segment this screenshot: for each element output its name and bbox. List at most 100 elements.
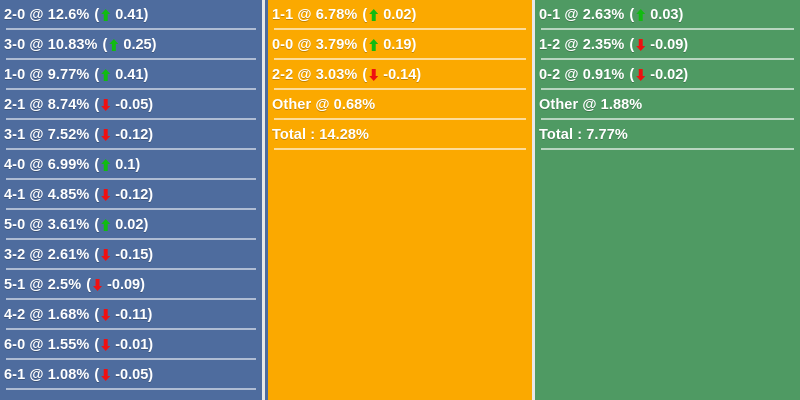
arrow-down-icon [636, 39, 646, 51]
delta-open-paren: ( [94, 187, 100, 203]
score-row[interactable]: Other @ 0.68% [272, 90, 528, 120]
total-row[interactable]: Total : 14.28% [272, 120, 528, 150]
delta-group: (0.41) [94, 7, 148, 23]
score-label: 0-2 @ 0.91% [539, 67, 625, 83]
delta-value: -0.09 [650, 37, 684, 53]
delta-value: 0.25 [123, 37, 152, 53]
score-label: 3-0 @ 10.83% [4, 37, 98, 53]
arrow-up-icon [101, 219, 111, 231]
delta-close-paren: ) [140, 277, 145, 293]
arrow-up-icon [369, 9, 379, 21]
column-divider-right [532, 0, 536, 400]
score-row[interactable]: 5-0 @ 3.61%(0.02) [4, 210, 258, 240]
delta-close-paren: ) [143, 7, 149, 23]
delta-open-paren: ( [86, 277, 92, 293]
delta-open-paren: ( [629, 37, 635, 53]
delta-group: (-0.09) [629, 37, 688, 53]
delta-group: (-0.11) [94, 307, 152, 323]
delta-group: (0.25) [103, 37, 157, 53]
delta-value: -0.14 [383, 67, 417, 83]
arrow-down-icon [101, 189, 111, 201]
arrow-up-icon [101, 69, 111, 81]
score-label: 5-0 @ 3.61% [4, 217, 90, 233]
delta-open-paren: ( [94, 217, 100, 233]
score-row[interactable]: 6-1 @ 1.08%(-0.05) [4, 360, 258, 390]
delta-value: -0.02 [650, 67, 684, 83]
score-label: 6-1 @ 1.08% [4, 367, 90, 383]
delta-group: (-0.09) [86, 277, 145, 293]
score-row[interactable]: 4-0 @ 6.99%(0.1) [4, 150, 258, 180]
delta-group: (0.02) [94, 217, 148, 233]
score-label: 5-1 @ 2.5% [4, 277, 82, 293]
delta-close-paren: ) [148, 187, 154, 203]
score-row[interactable]: 0-2 @ 0.91%(-0.02) [539, 60, 796, 90]
score-label: 0-1 @ 2.63% [539, 7, 625, 23]
arrow-up-icon [636, 9, 646, 21]
score-row[interactable]: 4-2 @ 1.68%(-0.11) [4, 300, 258, 330]
delta-open-paren: ( [94, 97, 100, 113]
home-win-row-list: 2-0 @ 12.6%(0.41) 3-0 @ 10.83%(0.25) 1-0 @… [0, 0, 262, 390]
score-label: Other @ 0.68% [272, 97, 376, 113]
delta-group: (0.41) [94, 67, 148, 83]
score-label: 1-0 @ 9.77% [4, 67, 90, 83]
delta-open-paren: ( [94, 247, 100, 263]
delta-close-paren: ) [135, 157, 141, 173]
draw-column: 1-1 @ 6.78%(0.02) 0-0 @ 3.79%(0.19) 2-2 @ … [268, 0, 533, 400]
delta-group: (0.19) [362, 37, 416, 53]
score-row[interactable]: 0-1 @ 2.63%(0.03) [539, 0, 796, 30]
score-row[interactable]: Other @ 1.88% [539, 90, 796, 120]
score-row[interactable]: 2-1 @ 8.74%(-0.05) [4, 90, 258, 120]
arrow-up-icon [369, 39, 379, 51]
score-row[interactable]: 3-2 @ 2.61%(-0.15) [4, 240, 258, 270]
score-row[interactable]: 3-1 @ 7.52%(-0.12) [4, 120, 258, 150]
arrow-down-icon [101, 99, 111, 111]
score-label: 3-1 @ 7.52% [4, 127, 90, 143]
total-label: Total : 14.28% [272, 127, 370, 143]
delta-close-paren: ) [151, 37, 157, 53]
delta-value: 0.1 [115, 157, 136, 173]
delta-open-paren: ( [94, 157, 100, 173]
score-label: 4-1 @ 4.85% [4, 187, 90, 203]
score-row[interactable]: 2-2 @ 3.03%(-0.14) [272, 60, 528, 90]
score-row[interactable]: 6-0 @ 1.55%(-0.01) [4, 330, 258, 360]
delta-close-paren: ) [148, 127, 154, 143]
delta-value: 0.41 [115, 7, 144, 23]
score-row[interactable]: 5-1 @ 2.5%(-0.09) [4, 270, 258, 300]
away-win-row-list: 0-1 @ 2.63%(0.03) 1-2 @ 2.35%(-0.09) 0-2 @… [535, 0, 800, 150]
score-row[interactable]: 2-0 @ 12.6%(0.41) [4, 0, 258, 30]
delta-open-paren: ( [94, 337, 100, 353]
delta-close-paren: ) [416, 67, 422, 83]
delta-close-paren: ) [148, 367, 154, 383]
delta-close-paren: ) [147, 307, 153, 323]
draw-row-list: 1-1 @ 6.78%(0.02) 0-0 @ 3.79%(0.19) 2-2 @ … [268, 0, 532, 150]
delta-group: (0.03) [629, 7, 683, 23]
score-row[interactable]: 3-0 @ 10.83% (0.25) [4, 30, 258, 60]
delta-value: 0.19 [383, 37, 412, 53]
column-divider-left [262, 0, 266, 400]
delta-open-paren: ( [362, 37, 368, 53]
delta-open-paren: ( [362, 7, 368, 23]
score-row[interactable]: 0-0 @ 3.79%(0.19) [272, 30, 528, 60]
score-row[interactable]: 1-2 @ 2.35%(-0.09) [539, 30, 796, 60]
delta-close-paren: ) [143, 67, 149, 83]
score-label: 4-0 @ 6.99% [4, 157, 90, 173]
delta-group: (-0.14) [362, 67, 421, 83]
score-row[interactable]: 1-0 @ 9.77%(0.41) [4, 60, 258, 90]
total-row[interactable]: Total : 7.77% [539, 120, 796, 150]
delta-open-paren: ( [629, 67, 635, 83]
delta-close-paren: ) [148, 247, 154, 263]
score-label: 3-2 @ 2.61% [4, 247, 90, 263]
score-row[interactable]: 4-1 @ 4.85%( -0.12) [4, 180, 258, 210]
delta-value: -0.11 [115, 307, 148, 323]
delta-close-paren: ) [148, 337, 154, 353]
delta-close-paren: ) [678, 7, 684, 23]
arrow-down-icon [101, 339, 111, 351]
score-label: 1-1 @ 6.78% [272, 7, 358, 23]
score-row[interactable]: 1-1 @ 6.78%(0.02) [272, 0, 528, 30]
delta-group: (-0.05) [94, 367, 153, 383]
total-label: Total : 7.77% [539, 127, 628, 143]
delta-group: (-0.01) [94, 337, 153, 353]
arrow-down-icon [636, 69, 646, 81]
delta-close-paren: ) [411, 37, 417, 53]
delta-value: -0.12 [115, 187, 149, 203]
